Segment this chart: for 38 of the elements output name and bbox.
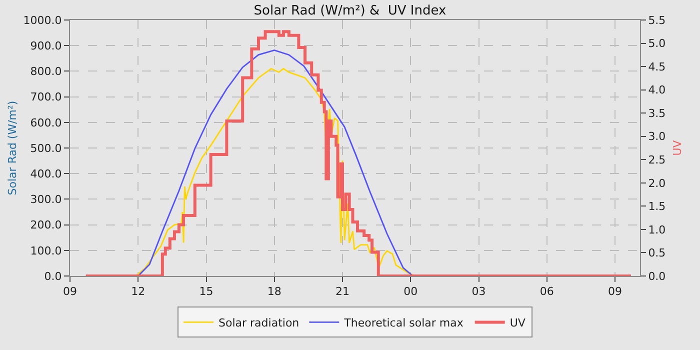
y-tick-label: 900.0 [30, 39, 62, 52]
y-tick-label: 600.0 [30, 116, 62, 130]
y2-tick-label: 3.0 [648, 130, 666, 144]
x-tick-label: 06 [540, 285, 554, 298]
y-tick-label: 800.0 [30, 65, 62, 78]
y2-tick-label: 5.5 [648, 14, 666, 27]
x-tick-label: 12 [131, 285, 146, 298]
y2-tick-label: 2.0 [648, 176, 666, 190]
legend-label: Theoretical solar max [343, 316, 464, 330]
y2-tick-label: 1.5 [648, 200, 666, 214]
legend-label: UV [510, 316, 526, 330]
x-tick-label: 03 [472, 285, 486, 298]
y-tick-label: 100.0 [30, 244, 62, 258]
x-tick-label: 09 [63, 285, 77, 298]
y2-tick-label: 5.0 [648, 37, 666, 50]
legend-label: Solar radiation [218, 316, 300, 330]
y-tick-label: 300.0 [30, 193, 62, 206]
x-tick-label: 21 [336, 285, 350, 298]
y2-tick-label: 0.0 [648, 270, 666, 283]
y2-tick-label: 2.5 [648, 153, 666, 166]
y-axis-title: Solar Rad (W/m²) [6, 100, 19, 196]
y2-tick-label: 4.5 [648, 60, 666, 74]
x-tick-label: 18 [267, 285, 282, 298]
x-tick-label: 00 [404, 285, 418, 298]
y-tick-label: 400.0 [30, 167, 62, 180]
y-tick-label: 200.0 [30, 218, 62, 232]
y-tick-label: 0.0 [44, 270, 62, 283]
y2-tick-label: 3.5 [648, 106, 666, 120]
y-tick-label: 500.0 [30, 142, 62, 155]
chart-title: Solar Rad (W/m²) & UV Index [254, 3, 447, 18]
y2-tick-label: 0.5 [648, 246, 666, 260]
y2-tick-label: 4.0 [648, 84, 666, 97]
y2-axis-title: UV [670, 140, 684, 156]
y2-tick-label: 1.0 [648, 223, 666, 236]
x-tick-label: 15 [199, 285, 214, 298]
x-tick-label: 09 [608, 285, 622, 298]
y-tick-label: 1000.0 [23, 14, 62, 27]
y-tick-label: 700.0 [30, 90, 62, 104]
